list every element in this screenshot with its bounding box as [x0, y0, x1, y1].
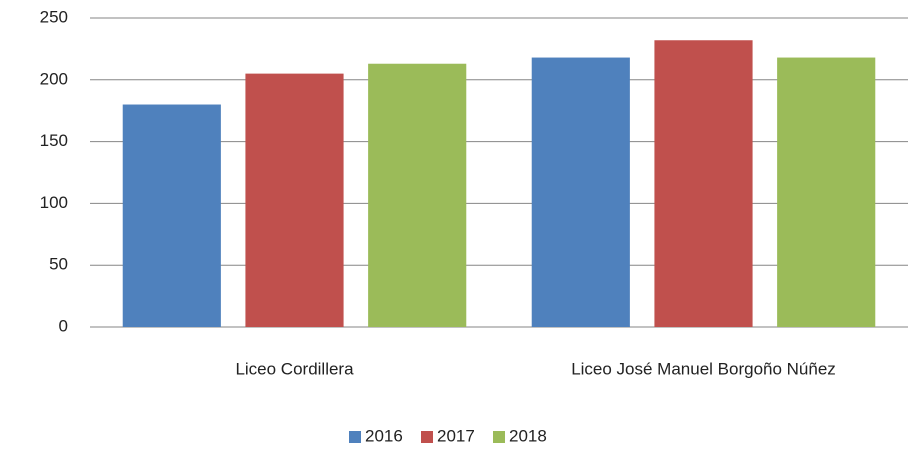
legend-label: 2017: [437, 426, 475, 445]
bar: [122, 104, 221, 328]
legend-swatch: [421, 431, 433, 443]
bar: [245, 73, 344, 328]
y-tick-label: 200: [40, 69, 68, 88]
y-tick-label: 150: [40, 131, 68, 150]
x-tick-label: Liceo José Manuel Borgoño Núñez: [571, 359, 836, 378]
y-tick-label: 100: [40, 193, 68, 212]
legend-swatch: [493, 431, 505, 443]
y-tick-label: 250: [40, 7, 68, 26]
y-tick-label: 0: [59, 316, 68, 335]
bar: [777, 57, 876, 327]
x-tick-label: Liceo Cordillera: [235, 359, 354, 378]
bar: [368, 63, 467, 328]
legend-swatch: [349, 431, 361, 443]
legend-label: 2016: [365, 426, 403, 445]
y-tick-label: 50: [49, 255, 68, 274]
bar: [531, 57, 630, 327]
bar: [654, 40, 753, 328]
legend-label: 2018: [509, 426, 547, 445]
